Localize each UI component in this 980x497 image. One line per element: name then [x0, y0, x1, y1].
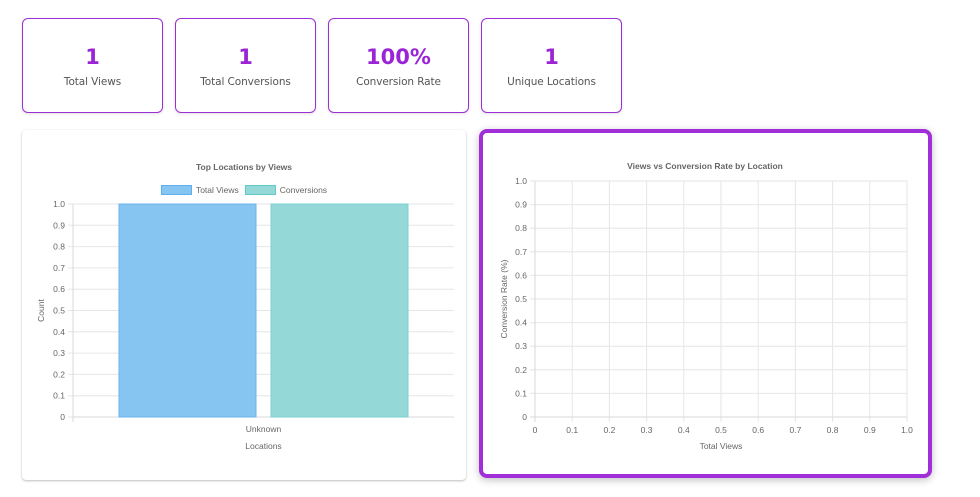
- legend-swatch-total-views: [160, 185, 192, 195]
- svg-text:0.5: 0.5: [53, 306, 65, 316]
- legend-label: Total Views: [195, 185, 239, 195]
- stat-label: Total Views: [63, 76, 122, 88]
- svg-text:0.5: 0.5: [715, 425, 727, 435]
- svg-text:0.2: 0.2: [603, 425, 615, 435]
- legend-item-total-views[interactable]: Total Views: [160, 185, 239, 195]
- svg-text:0.2: 0.2: [53, 369, 65, 379]
- stat-value: 1: [238, 45, 253, 69]
- svg-text:0.7: 0.7: [789, 425, 801, 435]
- svg-text:Total Views: Total Views: [700, 441, 743, 451]
- svg-text:Conversion Rate (%): Conversion Rate (%): [499, 259, 509, 338]
- stat-value: 100%: [366, 45, 431, 69]
- svg-text:0.5: 0.5: [515, 294, 527, 304]
- svg-text:0.9: 0.9: [515, 200, 527, 210]
- chart-title: Views vs Conversion Rate by Location: [627, 161, 783, 171]
- svg-text:0.9: 0.9: [53, 220, 65, 230]
- stat-value: 1: [85, 45, 100, 69]
- bar-conversions[interactable]: [270, 203, 409, 418]
- legend-label: Conversions: [279, 185, 328, 195]
- svg-text:0.8: 0.8: [515, 223, 527, 233]
- svg-text:0.3: 0.3: [515, 341, 527, 351]
- svg-text:0.4: 0.4: [53, 327, 65, 337]
- views-vs-conversion-chart-card: Views vs Conversion Rate by Location 0 0.…: [479, 129, 932, 478]
- chart-title: Top Locations by Views: [195, 162, 293, 172]
- chart-legend: Total Views Conversions: [160, 185, 328, 195]
- svg-text:0.1: 0.1: [53, 391, 65, 401]
- svg-text:Locations: Locations: [245, 441, 281, 451]
- svg-text:0.4: 0.4: [515, 318, 527, 328]
- stat-label: Unique Locations: [507, 76, 596, 88]
- stat-card-conversion-rate: 100% Conversion Rate: [328, 18, 469, 113]
- svg-text:1.0: 1.0: [53, 199, 65, 209]
- top-locations-chart-card: Top Locations by Views Total Views Conve…: [22, 130, 466, 480]
- svg-text:0.6: 0.6: [53, 284, 65, 294]
- svg-text:0.4: 0.4: [678, 425, 690, 435]
- stat-label: Total Conversions: [200, 76, 291, 88]
- svg-text:0: 0: [533, 425, 538, 435]
- svg-text:Count: Count: [36, 299, 46, 322]
- stat-card-total-conversions: 1 Total Conversions: [175, 18, 316, 113]
- svg-text:0: 0: [60, 412, 65, 422]
- bar-chart-plot: 0 0.1 0.2 0.3 0.4 0.5 0.6 0.7 0.8 0.9 1.0 Unknown Lo…: [36, 199, 454, 451]
- svg-text:0.6: 0.6: [752, 425, 764, 435]
- legend-item-conversions[interactable]: Conversions: [244, 185, 328, 195]
- svg-text:0.7: 0.7: [515, 247, 527, 257]
- svg-text:0.3: 0.3: [641, 425, 653, 435]
- svg-text:0.3: 0.3: [53, 348, 65, 358]
- stat-card-total-views: 1 Total Views: [22, 18, 163, 113]
- stat-card-unique-locations: 1 Unique Locations: [481, 18, 622, 113]
- svg-text:0.1: 0.1: [566, 425, 578, 435]
- svg-text:0.1: 0.1: [515, 388, 527, 398]
- svg-text:0.8: 0.8: [827, 425, 839, 435]
- svg-text:0.8: 0.8: [53, 242, 65, 252]
- svg-text:0.9: 0.9: [864, 425, 876, 435]
- stat-value: 1: [544, 45, 559, 69]
- svg-text:0.7: 0.7: [53, 263, 65, 273]
- scatter-chart-plot: 0 0.1 0.2 0.3 0.4 0.5 0.6 0.7 0.8 0.9 1.0 0 0.1 0.2 0.…: [499, 176, 913, 451]
- svg-text:Unknown: Unknown: [246, 424, 282, 434]
- svg-text:1.0: 1.0: [515, 176, 527, 186]
- stat-label: Conversion Rate: [356, 76, 441, 88]
- svg-text:0.6: 0.6: [515, 270, 527, 280]
- svg-text:1.0: 1.0: [901, 425, 913, 435]
- bar-total-views[interactable]: [118, 203, 257, 418]
- legend-swatch-conversions: [244, 185, 276, 195]
- svg-text:0.2: 0.2: [515, 365, 527, 375]
- svg-text:0: 0: [522, 412, 527, 422]
